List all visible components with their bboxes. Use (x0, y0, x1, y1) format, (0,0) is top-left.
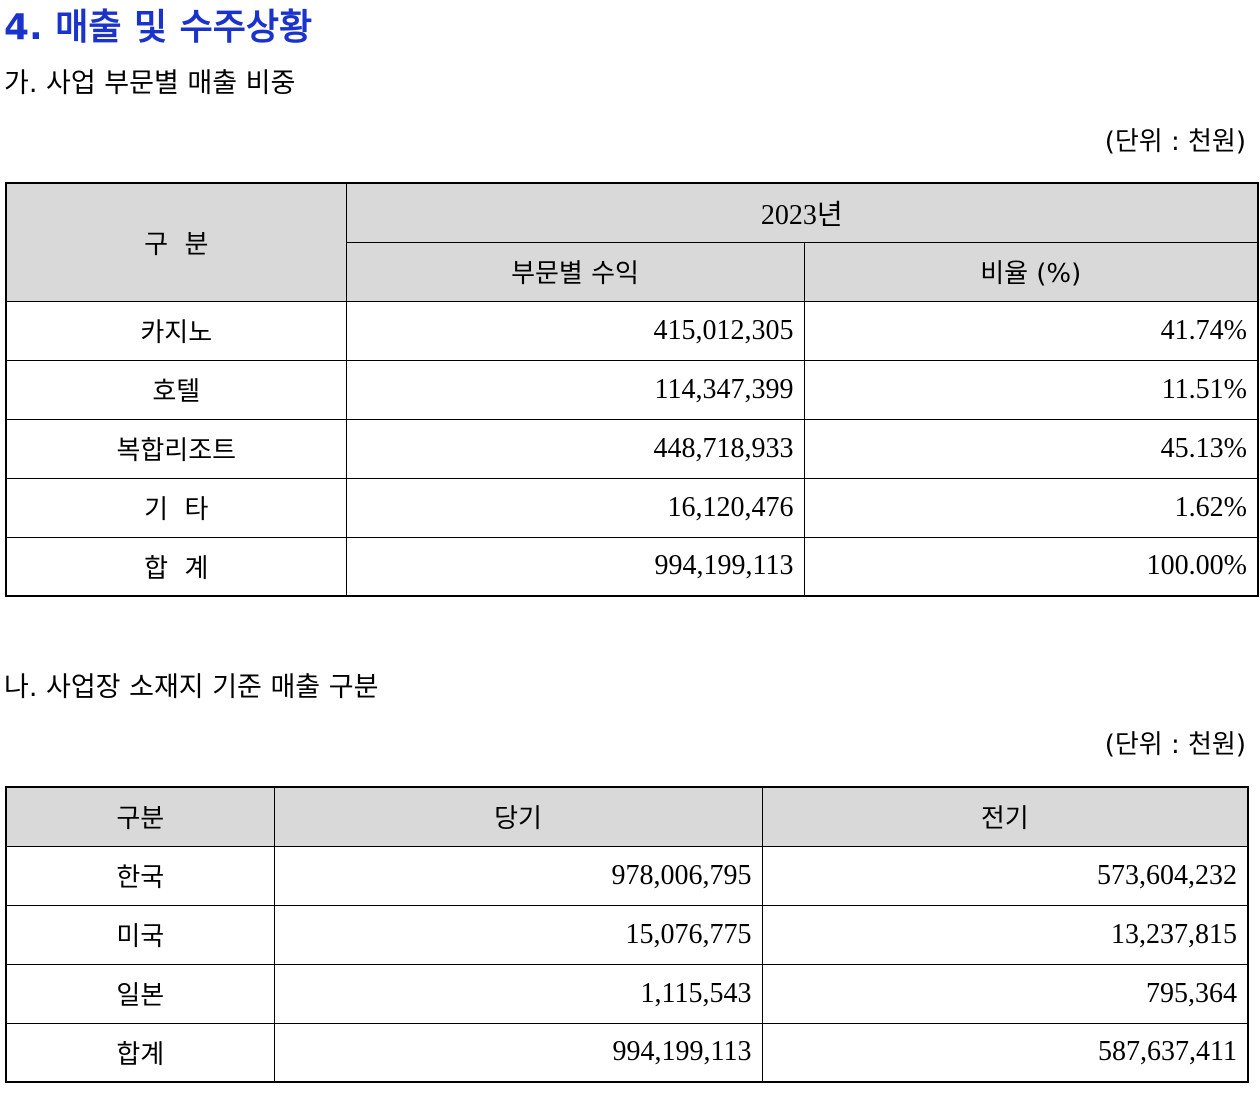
row-prior: 13,237,815 (761, 904, 1249, 965)
header-year: 2023년 (345, 182, 1259, 243)
part-a-title: 가. 사업 부문별 매출 비중 (4, 68, 296, 99)
row-prior: 573,604,232 (761, 845, 1249, 906)
row-current: 15,076,775 (273, 904, 763, 965)
part-a-unit: (단위 : 천원) (1104, 127, 1246, 157)
row-label: 일본 (5, 963, 275, 1024)
row-current: 1,115,543 (273, 963, 763, 1024)
table-row: 기 타 16,120,476 1.62% (5, 477, 1259, 538)
section-title: 4. 매출 및 수주상황 (4, 7, 313, 48)
row-label: 복합리조트 (5, 418, 347, 479)
header-current: 당기 (273, 786, 763, 847)
row-revenue: 415,012,305 (345, 300, 805, 361)
table-header-row: 구 분 2023년 (5, 182, 1259, 302)
table-total-row: 합계 994,199,113 587,637,411 (5, 1022, 1249, 1083)
table-header-row: 구분 당기 전기 (5, 786, 1249, 847)
row-revenue: 114,347,399 (345, 359, 805, 420)
row-current: 978,006,795 (273, 845, 763, 906)
row-label: 기 타 (5, 477, 347, 538)
part-b-unit: (단위 : 천원) (1104, 730, 1246, 760)
table-row: 일본 1,115,543 795,364 (5, 963, 1249, 1024)
row-revenue: 16,120,476 (345, 477, 805, 538)
row-prior: 795,364 (761, 963, 1249, 1024)
row-ratio: 1.62% (803, 477, 1259, 538)
row-label: 카지노 (5, 300, 347, 361)
row-label: 호텔 (5, 359, 347, 420)
row-ratio: 41.74% (803, 300, 1259, 361)
row-prior: 587,637,411 (761, 1022, 1249, 1083)
table-row: 한국 978,006,795 573,604,232 (5, 845, 1249, 906)
table-row: 호텔 114,347,399 11.51% (5, 359, 1259, 420)
row-revenue: 448,718,933 (345, 418, 805, 479)
row-ratio: 45.13% (803, 418, 1259, 479)
header-category: 구 분 (5, 182, 347, 302)
table-total-row: 합 계 994,199,113 100.00% (5, 536, 1259, 597)
row-current: 994,199,113 (273, 1022, 763, 1083)
part-b-title: 나. 사업장 소재지 기준 매출 구분 (4, 672, 379, 703)
row-revenue: 994,199,113 (345, 536, 805, 597)
row-label: 합계 (5, 1022, 275, 1083)
table-row: 카지노 415,012,305 41.74% (5, 300, 1259, 361)
header-prior: 전기 (761, 786, 1249, 847)
table-subheader-row: 부문별 수익 비율 (%) (6, 241, 1259, 302)
row-label: 미국 (5, 904, 275, 965)
row-ratio: 11.51% (803, 359, 1259, 420)
header-revenue: 부문별 수익 (345, 241, 805, 302)
table-row: 복합리조트 448,718,933 45.13% (5, 418, 1259, 479)
table-row: 미국 15,076,775 13,237,815 (5, 904, 1249, 965)
row-ratio: 100.00% (803, 536, 1259, 597)
row-label: 합 계 (5, 536, 347, 597)
location-revenue-table: 구분 당기 전기 한국 978,006,795 573,604,232 미국 1… (5, 786, 1249, 1083)
header-category: 구분 (5, 786, 275, 847)
segment-revenue-table: 구 분 2023년 부문별 수익 비율 (%) 카지노 415,012,305 … (5, 182, 1259, 597)
header-ratio: 비율 (%) (803, 241, 1259, 302)
row-label: 한국 (5, 845, 275, 906)
